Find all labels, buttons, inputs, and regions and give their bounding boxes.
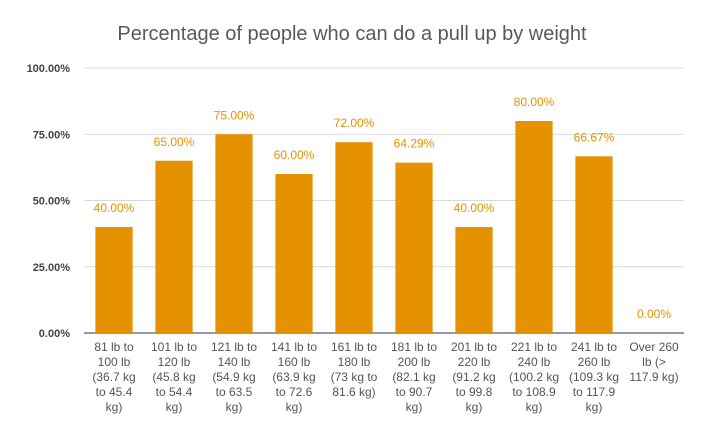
bar	[95, 227, 133, 333]
x-tick-label: 141 lb to 160 lb (63.9 kg to 72.6 kg)	[271, 340, 317, 414]
data-label: 72.00%	[334, 116, 375, 130]
x-tick-label: 201 lb to 220 lb (91.2 kg to 99.8 kg)	[451, 340, 497, 414]
y-axis: 0.00% 25.00% 50.00% 75.00% 100.00%	[27, 63, 71, 340]
bar	[215, 134, 253, 333]
y-tick-label: 50.00%	[33, 196, 71, 208]
x-tick-label: 161 lb to 180 lb (73 kg to 81.6 kg)	[331, 340, 378, 399]
bars	[95, 121, 613, 333]
data-labels: 40.00% 65.00% 75.00% 60.00% 72.00% 64.29% 40.0…	[94, 95, 672, 321]
bar	[275, 174, 313, 333]
bar	[455, 227, 493, 333]
data-label: 80.00%	[514, 95, 555, 109]
y-tick-label: 75.00%	[33, 129, 71, 141]
bar	[515, 121, 553, 333]
bar	[395, 162, 433, 333]
bar	[575, 156, 613, 333]
x-tick-label: Over 260 lb (> 117.9 kg)	[629, 340, 679, 384]
x-tick-label: 241 lb to 260 lb (109.3 kg to 117.9 kg)	[569, 340, 619, 414]
data-label: 60.00%	[274, 148, 315, 162]
y-tick-label: 25.00%	[33, 262, 71, 274]
bar	[155, 160, 193, 333]
y-tick-label: 100.00%	[27, 63, 71, 75]
x-tick-label: 101 lb to 120 lb (45.8 kg to 54.4 kg)	[151, 340, 197, 414]
data-label: 64.29%	[394, 137, 435, 151]
x-axis: 81 lb to 100 lb (36.7 kg to 45.4 kg) 101 lb t…	[92, 340, 679, 414]
x-tick-label: 221 lb to 240 lb (100.2 kg to 108.9 kg)	[509, 340, 559, 414]
data-label: 40.00%	[454, 201, 495, 215]
data-label: 75.00%	[214, 108, 255, 122]
data-label: 40.00%	[94, 201, 135, 215]
data-label: 65.00%	[154, 135, 195, 149]
data-label: 66.67%	[574, 130, 615, 144]
data-label: 0.00%	[637, 307, 671, 321]
y-tick-label: 0.00%	[39, 328, 70, 340]
x-tick-label: 181 lb to 200 lb (82.1 kg to 90.7 kg)	[391, 340, 437, 414]
x-tick-label: 121 lb to 140 lb (54.9 kg to 63.5 kg)	[211, 340, 257, 414]
x-tick-label: 81 lb to 100 lb (36.7 kg to 45.4 kg)	[92, 340, 135, 414]
chart-title: Percentage of people who can do a pull u…	[117, 23, 587, 45]
bar	[335, 142, 373, 333]
